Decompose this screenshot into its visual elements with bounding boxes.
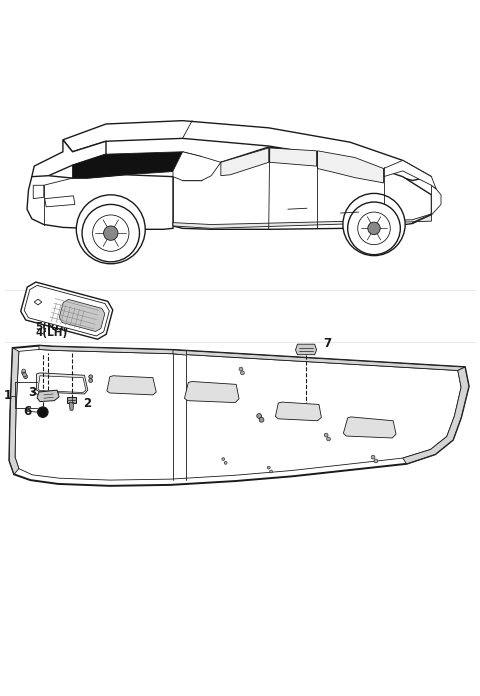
Text: 4(LH): 4(LH) bbox=[35, 329, 67, 338]
Text: 2: 2 bbox=[84, 397, 92, 411]
Polygon shape bbox=[45, 196, 75, 207]
Polygon shape bbox=[37, 390, 59, 402]
Polygon shape bbox=[21, 282, 113, 339]
Circle shape bbox=[239, 367, 243, 371]
Polygon shape bbox=[36, 373, 88, 394]
Polygon shape bbox=[24, 285, 109, 336]
Polygon shape bbox=[296, 344, 317, 355]
Text: 6: 6 bbox=[24, 404, 32, 418]
Circle shape bbox=[224, 461, 227, 464]
Circle shape bbox=[22, 369, 25, 373]
Circle shape bbox=[374, 459, 378, 463]
Circle shape bbox=[93, 215, 129, 251]
Polygon shape bbox=[384, 160, 436, 189]
Circle shape bbox=[82, 205, 140, 262]
Circle shape bbox=[348, 202, 400, 255]
Polygon shape bbox=[221, 148, 269, 175]
Polygon shape bbox=[173, 214, 432, 228]
Circle shape bbox=[324, 433, 328, 437]
Circle shape bbox=[368, 222, 380, 235]
Circle shape bbox=[267, 466, 270, 469]
Polygon shape bbox=[403, 367, 469, 464]
Circle shape bbox=[23, 373, 26, 377]
Circle shape bbox=[257, 413, 262, 418]
Circle shape bbox=[222, 457, 225, 461]
Polygon shape bbox=[270, 148, 317, 166]
Polygon shape bbox=[38, 376, 86, 393]
Polygon shape bbox=[276, 402, 322, 421]
Circle shape bbox=[24, 375, 27, 379]
Circle shape bbox=[240, 371, 244, 375]
Text: 3: 3 bbox=[28, 386, 36, 399]
Circle shape bbox=[89, 375, 93, 379]
Circle shape bbox=[326, 437, 330, 441]
Polygon shape bbox=[72, 152, 202, 178]
Polygon shape bbox=[107, 376, 156, 395]
Polygon shape bbox=[32, 140, 106, 180]
Polygon shape bbox=[63, 120, 432, 180]
Circle shape bbox=[104, 226, 118, 240]
Polygon shape bbox=[39, 346, 465, 370]
Polygon shape bbox=[318, 151, 384, 183]
Polygon shape bbox=[9, 346, 469, 486]
Polygon shape bbox=[34, 299, 42, 305]
Circle shape bbox=[270, 470, 273, 473]
Polygon shape bbox=[67, 397, 76, 402]
Text: 5(RH): 5(RH) bbox=[35, 322, 69, 332]
Polygon shape bbox=[173, 147, 432, 229]
Circle shape bbox=[343, 193, 405, 255]
Circle shape bbox=[89, 379, 93, 383]
Circle shape bbox=[358, 212, 390, 244]
Polygon shape bbox=[69, 402, 74, 410]
Polygon shape bbox=[412, 185, 441, 223]
Polygon shape bbox=[27, 175, 173, 229]
Polygon shape bbox=[184, 381, 239, 402]
Polygon shape bbox=[59, 299, 105, 331]
Polygon shape bbox=[15, 349, 461, 480]
Polygon shape bbox=[33, 185, 44, 198]
Circle shape bbox=[22, 371, 25, 375]
Polygon shape bbox=[343, 417, 396, 438]
Text: 7: 7 bbox=[323, 337, 331, 349]
Polygon shape bbox=[173, 152, 221, 180]
Circle shape bbox=[76, 195, 145, 264]
Polygon shape bbox=[173, 350, 186, 355]
Circle shape bbox=[37, 407, 48, 418]
Text: 1: 1 bbox=[3, 389, 12, 402]
Circle shape bbox=[259, 418, 264, 422]
Polygon shape bbox=[9, 348, 19, 475]
Circle shape bbox=[371, 455, 375, 459]
